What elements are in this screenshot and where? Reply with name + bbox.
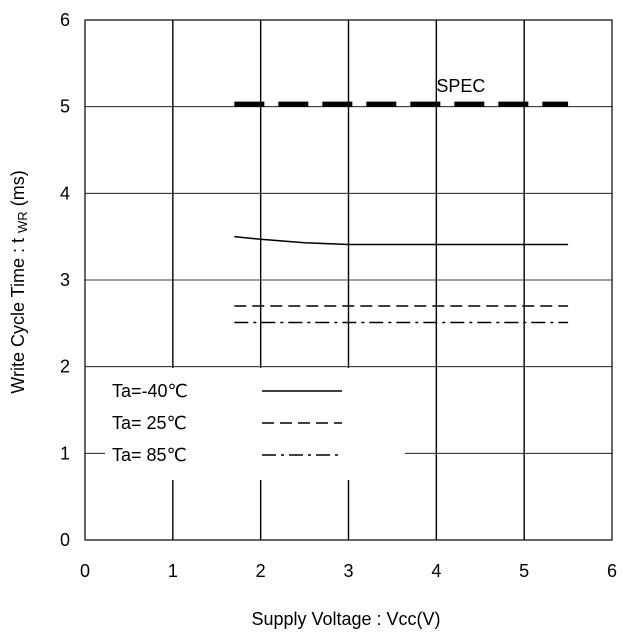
legend-label: Ta= 25℃ [112,413,187,433]
x-tick-label: 5 [519,561,529,581]
y-axis-label: Write Cycle Time : t WR (ms) [8,170,31,393]
y-axis-label-subscript: WR [15,211,30,233]
x-tick-label: 2 [256,561,266,581]
y-tick-label: 6 [60,10,70,30]
y-tick-label: 0 [60,530,70,550]
x-axis-label: Supply Voltage : Vcc(V) [251,609,440,629]
y-tick-label: 2 [60,357,70,377]
y-tick-label: 4 [60,183,70,203]
y-axis-label-unit: (ms) [8,170,28,206]
y-tick-label: 3 [60,270,70,290]
legend-label: Ta=-40℃ [112,381,188,401]
legend-label: Ta= 85℃ [112,445,187,465]
spec-label: SPEC [436,76,485,96]
legend: Ta=-40℃ Ta= 25℃ Ta= 85℃ [105,368,405,480]
spec-layer: SPEC [234,76,569,107]
y-tick-label: 5 [60,97,70,117]
x-tick-label: 0 [80,561,90,581]
x-tick-label: 4 [431,561,441,581]
x-tick-label: 1 [168,561,178,581]
legend-box [105,368,405,480]
series-layer [234,235,569,324]
x-tick-label: 6 [607,561,617,581]
tick-labels: 0 1 2 3 4 5 6 0 1 2 3 4 5 6 [60,10,617,581]
y-tick-label: 1 [60,443,70,463]
series-line [234,235,569,246]
x-tick-label: 3 [343,561,353,581]
y-axis-label-main: Write Cycle Time : t [8,238,28,394]
